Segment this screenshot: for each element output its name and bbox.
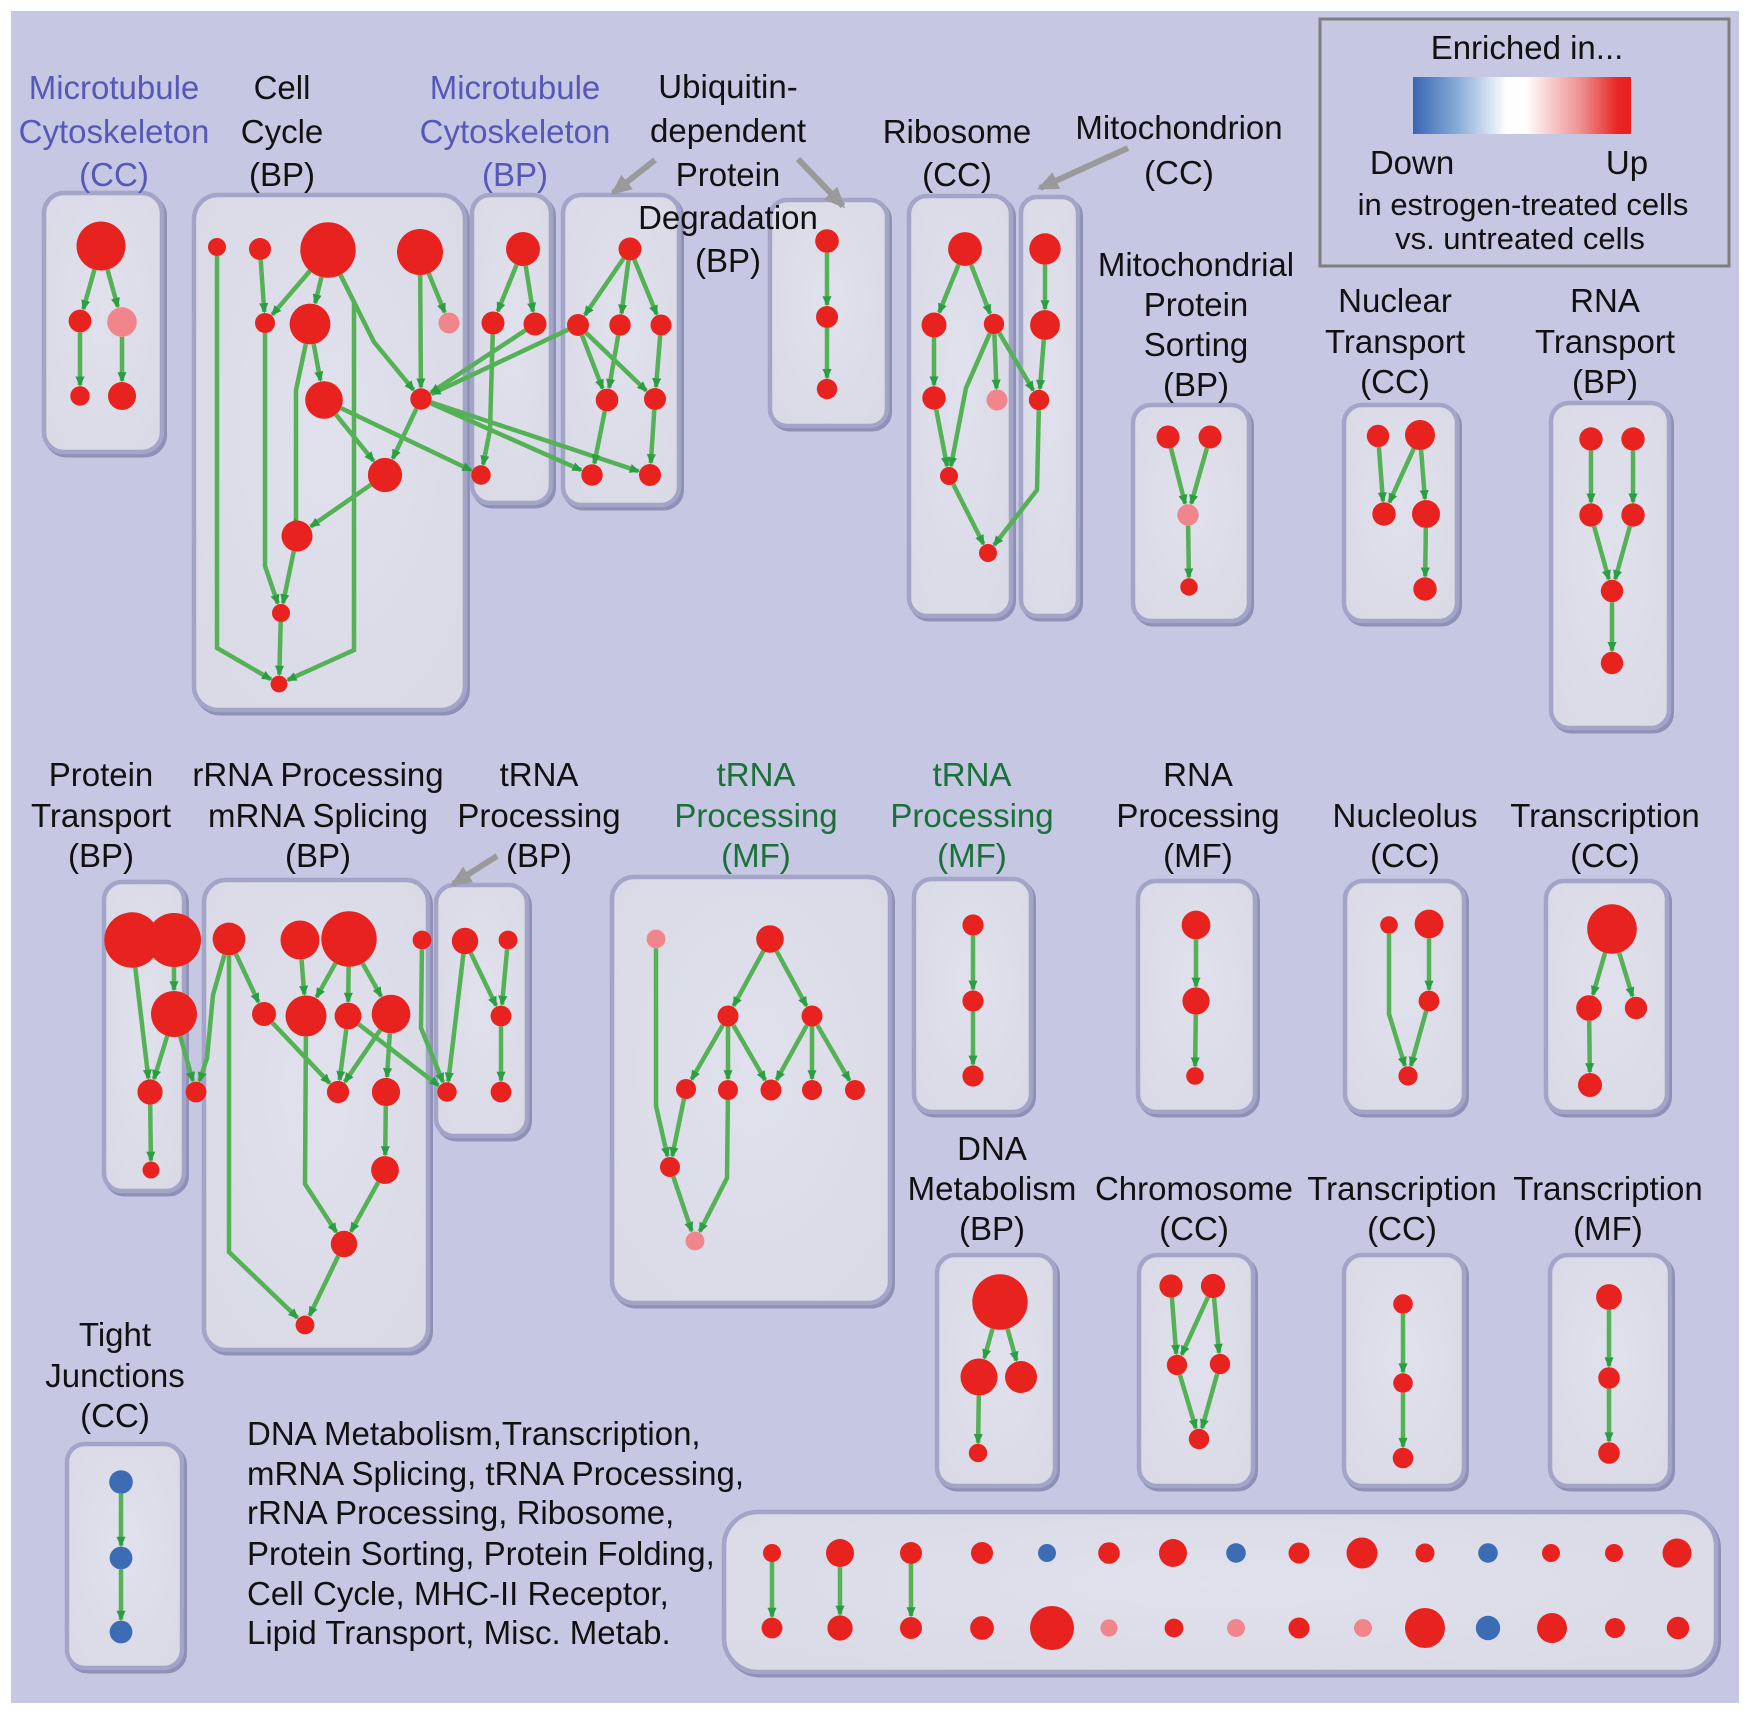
svg-text:Transcription: Transcription	[1307, 1170, 1497, 1207]
svg-text:(MF): (MF)	[1163, 837, 1233, 874]
svg-text:mRNA Splicing: mRNA Splicing	[208, 797, 428, 834]
svg-text:Processing: Processing	[1116, 797, 1279, 834]
svg-text:Transcription: Transcription	[1513, 1170, 1703, 1207]
svg-text:(BP): (BP)	[695, 242, 761, 279]
svg-text:(CC): (CC)	[1144, 154, 1214, 191]
svg-text:Processing: Processing	[674, 797, 837, 834]
svg-text:Processing: Processing	[890, 797, 1053, 834]
svg-text:Cycle: Cycle	[241, 113, 324, 150]
svg-text:Enriched in...: Enriched in...	[1431, 29, 1624, 66]
svg-text:Transport: Transport	[1325, 323, 1465, 360]
svg-text:Protein Sorting, Protein Foldi: Protein Sorting, Protein Folding,	[247, 1535, 715, 1572]
svg-text:tRNA: tRNA	[933, 756, 1012, 793]
svg-text:rRNA Processing: rRNA Processing	[192, 756, 443, 793]
svg-text:Junctions: Junctions	[45, 1357, 184, 1394]
svg-text:dependent: dependent	[650, 112, 806, 149]
svg-text:tRNA: tRNA	[500, 756, 579, 793]
svg-text:Lipid Transport, Misc. Metab.: Lipid Transport, Misc. Metab.	[247, 1614, 671, 1651]
svg-text:Ubiquitin-: Ubiquitin-	[658, 68, 797, 105]
svg-text:mRNA Splicing, tRNA Processing: mRNA Splicing, tRNA Processing,	[247, 1455, 744, 1492]
svg-text:in estrogen-treated cells: in estrogen-treated cells	[1358, 187, 1689, 222]
svg-text:(BP): (BP)	[506, 837, 572, 874]
svg-text:Cytoskeleton: Cytoskeleton	[420, 113, 611, 150]
svg-text:Transport: Transport	[31, 797, 171, 834]
svg-text:Cell: Cell	[254, 69, 311, 106]
svg-text:(MF): (MF)	[937, 837, 1007, 874]
svg-text:RNA: RNA	[1163, 756, 1233, 793]
svg-text:Degradation: Degradation	[638, 199, 818, 236]
svg-text:Sorting: Sorting	[1144, 326, 1249, 363]
svg-text:(CC): (CC)	[1159, 1210, 1229, 1247]
svg-text:(BP): (BP)	[482, 156, 548, 193]
svg-text:Metabolism: Metabolism	[908, 1170, 1077, 1207]
svg-text:(BP): (BP)	[285, 837, 351, 874]
svg-text:Processing: Processing	[457, 797, 620, 834]
svg-text:Down: Down	[1370, 144, 1454, 181]
svg-text:Protein: Protein	[49, 756, 154, 793]
svg-text:rRNA Processing, Ribosome,: rRNA Processing, Ribosome,	[247, 1494, 674, 1531]
svg-text:(MF): (MF)	[1573, 1210, 1643, 1247]
svg-text:RNA: RNA	[1570, 282, 1640, 319]
svg-text:(MF): (MF)	[721, 837, 791, 874]
svg-text:DNA Metabolism,Transcription,: DNA Metabolism,Transcription,	[247, 1415, 701, 1452]
svg-text:(CC): (CC)	[1370, 837, 1440, 874]
svg-text:Cytoskeleton: Cytoskeleton	[19, 113, 210, 150]
svg-text:Mitochondrial: Mitochondrial	[1098, 246, 1294, 283]
svg-text:Microtubule: Microtubule	[29, 69, 200, 106]
svg-text:(BP): (BP)	[1572, 363, 1638, 400]
svg-text:Transcription: Transcription	[1510, 797, 1700, 834]
svg-text:(CC): (CC)	[922, 156, 992, 193]
svg-text:Cell Cycle, MHC-II Receptor,: Cell Cycle, MHC-II Receptor,	[247, 1575, 669, 1612]
svg-text:(BP): (BP)	[1163, 366, 1229, 403]
svg-text:Nucleolus: Nucleolus	[1333, 797, 1478, 834]
svg-text:Transport: Transport	[1535, 323, 1675, 360]
svg-text:Protein: Protein	[1144, 286, 1249, 323]
svg-text:Ribosome: Ribosome	[883, 113, 1032, 150]
svg-text:Microtubule: Microtubule	[430, 69, 601, 106]
svg-text:(CC): (CC)	[1360, 363, 1430, 400]
svg-text:vs. untreated cells: vs. untreated cells	[1395, 221, 1645, 256]
svg-text:(CC): (CC)	[79, 156, 149, 193]
svg-text:(BP): (BP)	[249, 156, 315, 193]
svg-text:Up: Up	[1606, 144, 1648, 181]
svg-text:(BP): (BP)	[959, 1210, 1025, 1247]
svg-text:Nuclear: Nuclear	[1338, 282, 1452, 319]
svg-text:(CC): (CC)	[1367, 1210, 1437, 1247]
svg-text:Tight: Tight	[79, 1316, 151, 1353]
svg-text:DNA: DNA	[957, 1130, 1027, 1167]
svg-text:Mitochondrion: Mitochondrion	[1075, 109, 1282, 146]
svg-text:(CC): (CC)	[1570, 837, 1640, 874]
svg-text:Chromosome: Chromosome	[1095, 1170, 1293, 1207]
svg-text:(CC): (CC)	[80, 1397, 150, 1434]
svg-text:(BP): (BP)	[68, 837, 134, 874]
svg-text:tRNA: tRNA	[717, 756, 796, 793]
svg-text:Protein: Protein	[676, 156, 781, 193]
